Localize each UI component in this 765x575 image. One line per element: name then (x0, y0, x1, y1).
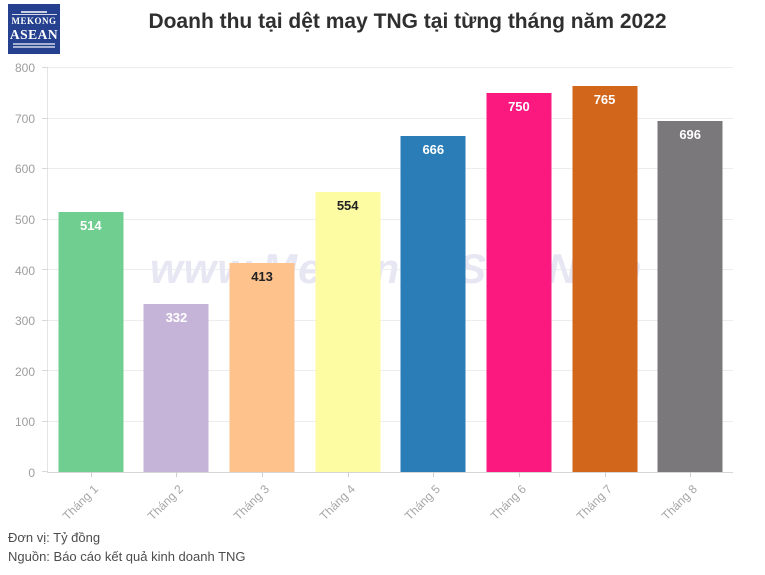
bar: 696 (657, 120, 723, 472)
bar-slot: 514 Tháng 1 (48, 68, 134, 523)
y-axis-tick-label: 500 (14, 212, 35, 227)
bar-slot: 696 Tháng 8 (647, 68, 733, 523)
y-axis-tick (42, 370, 48, 371)
x-axis-tick-label: Tháng 1 (59, 482, 101, 524)
bar: 514 (58, 212, 124, 472)
bar-value-label: 554 (336, 198, 359, 214)
bar-value-label: 765 (593, 91, 616, 107)
logo-text-asean: ASEAN (9, 27, 59, 42)
y-axis-tick-label: 0 (28, 466, 35, 480)
bars-row: 514 Tháng 1 332 Tháng 2 413 Tháng 3 554 Tháng 4… (48, 68, 733, 523)
bar-slot: 554 Tháng 4 (305, 68, 391, 523)
logo-tiny-text-bottom-1 (12, 43, 56, 45)
y-axis-tick (42, 471, 48, 472)
y-axis-tick (42, 269, 48, 270)
x-axis-tick-label: Tháng 3 (230, 482, 272, 524)
x-axis-tick-label: Tháng 8 (659, 482, 701, 524)
gridline (48, 370, 733, 371)
x-axis-tick (604, 472, 606, 477)
bar-value-label: 666 (422, 141, 445, 157)
bar-value-label: 413 (251, 269, 273, 285)
bar: 332 (143, 304, 209, 472)
y-axis-tick-label: 400 (14, 263, 35, 278)
gridline (48, 420, 733, 422)
bar: 413 (229, 263, 295, 472)
x-axis-tick (176, 472, 178, 477)
x-axis-tick (90, 472, 92, 477)
y-axis-tick (42, 319, 48, 321)
source-note: Nguồn: Báo cáo kết quả kinh doanh TNG (8, 549, 246, 564)
bar-slot: 750 Tháng 6 (476, 68, 562, 523)
bar-value-label: 696 (679, 126, 702, 142)
y-axis-tick-label: 300 (14, 314, 35, 329)
bar-slot: 332 Tháng 2 (134, 68, 220, 523)
gridline (48, 218, 733, 220)
logo-text-mekong: MEKONG (11, 14, 57, 26)
x-axis-tick-label: Tháng 7 (573, 482, 615, 524)
gridline (48, 117, 733, 119)
bar: 765 (572, 85, 638, 472)
x-axis-tick-label: Tháng 5 (402, 482, 444, 524)
y-axis-tick-label: 800 (14, 61, 35, 75)
bar: 666 (400, 135, 466, 472)
x-axis-tick (262, 472, 264, 477)
x-axis-tick (690, 472, 692, 477)
x-axis-tick-label: Tháng 2 (145, 482, 187, 524)
x-axis-tick-label: Tháng 4 (316, 482, 358, 524)
bar-slot: 666 Tháng 5 (391, 68, 477, 523)
x-axis-tick (433, 472, 435, 477)
y-axis-labels: 0 100 200 300 400 500 600 700 800 (0, 61, 41, 480)
y-axis-tick-label: 200 (14, 364, 35, 379)
bar: 554 (315, 192, 381, 472)
gridline (48, 168, 733, 169)
gridline (48, 67, 733, 68)
y-axis-tick-label: 100 (14, 415, 35, 430)
chart-title: Doanh thu tại dệt may TNG tại từng tháng… (148, 10, 667, 33)
bar-value-label: 332 (165, 310, 188, 326)
gridline (48, 319, 733, 321)
footer: Đơn vị: Tỷ đồng Nguồn: Báo cáo kết quả k… (8, 528, 246, 566)
y-axis-tick-label: 600 (14, 162, 35, 177)
gridline (48, 269, 733, 270)
mekong-asean-logo: MEKONG ASEAN (8, 4, 60, 54)
bar-slot: 765 Tháng 7 (562, 68, 648, 523)
logo-tiny-text-bottom-2 (12, 46, 56, 48)
x-axis-tick (518, 472, 520, 477)
unit-note: Đơn vị: Tỷ đồng (8, 530, 101, 545)
y-axis-tick (42, 168, 48, 169)
plot-area: 514 Tháng 1 332 Tháng 2 413 Tháng 3 554 Tháng 4… (42, 67, 733, 523)
x-axis-tick (347, 472, 349, 477)
logo-tiny-text-top (20, 11, 48, 13)
bar-slot: 413 Tháng 3 (219, 68, 305, 523)
y-axis-tick (42, 218, 48, 220)
bar-value-label: 514 (79, 218, 102, 234)
x-axis-tick-label: Tháng 6 (487, 482, 529, 524)
bar-value-label: 750 (508, 99, 530, 115)
y-axis-tick (42, 117, 48, 119)
y-axis-tick (42, 420, 48, 422)
y-axis-tick (42, 67, 48, 68)
bar: 750 (486, 93, 552, 472)
y-axis-tick-label: 700 (14, 111, 35, 126)
